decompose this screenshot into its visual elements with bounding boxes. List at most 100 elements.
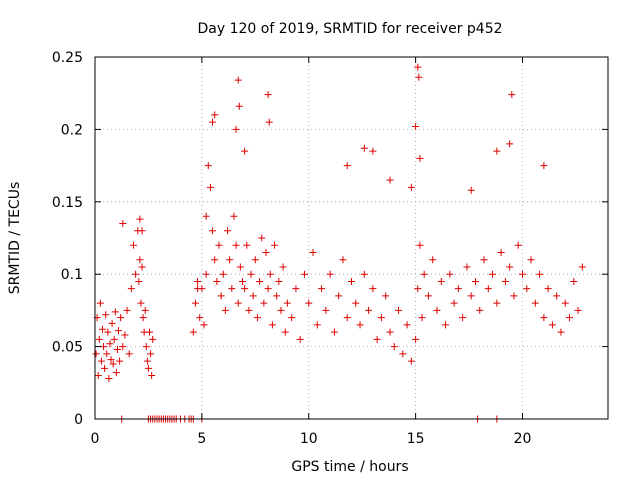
data-point — [241, 285, 249, 293]
data-point — [305, 299, 313, 307]
data-point — [523, 285, 531, 293]
data-point — [232, 125, 240, 133]
data-point — [415, 73, 423, 81]
data-point — [414, 63, 422, 71]
data-point — [264, 285, 272, 293]
data-point — [343, 314, 351, 322]
data-point — [300, 270, 308, 278]
data-point — [211, 256, 219, 264]
y-axis-label: SRMTID / TECUs — [7, 182, 23, 295]
data-point — [352, 299, 360, 307]
data-point — [386, 328, 394, 336]
data-point — [476, 306, 484, 314]
data-point — [414, 285, 422, 293]
data-point — [110, 335, 118, 343]
data-point — [119, 220, 127, 228]
data-point — [360, 144, 368, 152]
x-axis-label: GPS time / hours — [291, 459, 408, 475]
data-point — [125, 350, 133, 358]
x-tick-label: 15 — [407, 431, 425, 447]
data-point — [446, 270, 454, 278]
data-point — [281, 328, 289, 336]
data-point — [202, 270, 210, 278]
data-point — [200, 321, 208, 329]
y-tick-label: 0.25 — [52, 50, 83, 66]
data-point — [236, 263, 244, 271]
data-point — [194, 277, 202, 285]
y-tick-label: 0 — [74, 412, 83, 428]
data-point — [92, 350, 100, 358]
data-point — [369, 147, 377, 155]
data-point — [459, 314, 467, 322]
data-point — [209, 227, 217, 235]
data-point — [142, 343, 150, 351]
data-point — [412, 123, 420, 131]
data-point — [373, 335, 381, 343]
data-point — [386, 176, 394, 184]
data-point — [266, 270, 274, 278]
data-point — [253, 314, 261, 322]
data-point — [105, 374, 113, 382]
data-point — [418, 314, 426, 322]
y-tick-label: 0.15 — [52, 195, 83, 211]
data-point — [148, 372, 156, 380]
data-point — [273, 292, 281, 300]
data-point — [296, 335, 304, 343]
data-point — [416, 241, 424, 249]
data-point — [234, 76, 242, 84]
data-point — [213, 277, 221, 285]
data-point — [335, 292, 343, 300]
data-point — [243, 241, 251, 249]
data-point — [489, 270, 497, 278]
data-point — [369, 285, 377, 293]
data-point — [493, 147, 501, 155]
data-point — [97, 357, 105, 365]
chart-title: Day 120 of 2019, SRMTID for receiver p45… — [197, 21, 502, 37]
data-point — [395, 306, 403, 314]
data-point — [326, 270, 334, 278]
data-point — [230, 212, 238, 220]
data-point — [548, 321, 556, 329]
data-point — [238, 277, 246, 285]
data-point — [544, 285, 552, 293]
data-point — [442, 321, 450, 329]
data-point — [123, 306, 131, 314]
data-point — [429, 256, 437, 264]
data-point — [382, 292, 390, 300]
data-point — [95, 335, 103, 343]
data-point — [467, 186, 475, 194]
data-point — [112, 369, 120, 377]
data-point — [147, 350, 155, 358]
data-point — [390, 343, 398, 351]
data-point — [279, 263, 287, 271]
data-point — [506, 140, 514, 148]
data-point — [217, 292, 225, 300]
data-point — [313, 321, 321, 329]
data-point — [141, 306, 149, 314]
data-point — [96, 299, 104, 307]
data-point — [318, 285, 326, 293]
data-point — [228, 285, 236, 293]
data-point — [149, 335, 157, 343]
data-point — [339, 256, 347, 264]
data-point — [232, 241, 240, 249]
data-point — [127, 285, 135, 293]
data-point — [531, 299, 539, 307]
data-point — [102, 311, 110, 319]
data-point — [271, 241, 279, 249]
data-point — [119, 343, 127, 351]
data-point — [241, 147, 249, 155]
data-point — [215, 241, 223, 249]
x-tick-label: 5 — [197, 431, 206, 447]
data-point — [283, 299, 291, 307]
y-tick-label: 0.05 — [52, 340, 83, 356]
plot-frame — [94, 56, 609, 420]
data-point — [196, 314, 204, 322]
y-tick-label: 0.2 — [61, 122, 83, 138]
data-point — [527, 256, 535, 264]
data-point — [416, 154, 424, 162]
data-point — [343, 162, 351, 170]
data-point — [137, 299, 145, 307]
data-point — [348, 277, 355, 285]
